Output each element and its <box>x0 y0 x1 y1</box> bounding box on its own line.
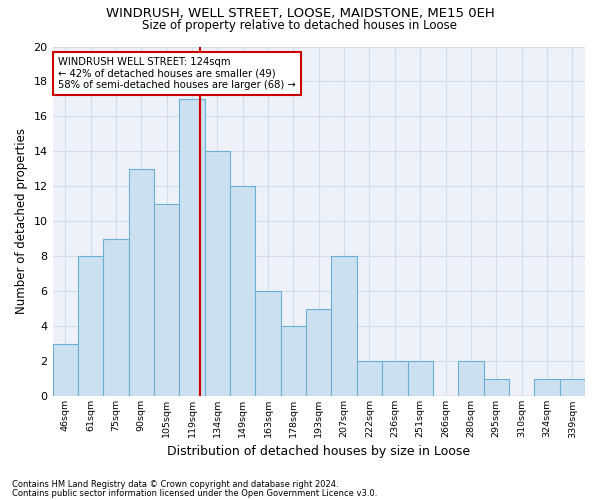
Text: Contains HM Land Registry data © Crown copyright and database right 2024.: Contains HM Land Registry data © Crown c… <box>12 480 338 489</box>
Bar <box>560 379 585 396</box>
Y-axis label: Number of detached properties: Number of detached properties <box>15 128 28 314</box>
Bar <box>484 379 509 396</box>
Bar <box>154 204 179 396</box>
X-axis label: Distribution of detached houses by size in Loose: Distribution of detached houses by size … <box>167 444 470 458</box>
Bar <box>382 362 407 396</box>
Bar <box>230 186 256 396</box>
Bar <box>281 326 306 396</box>
Bar <box>331 256 357 396</box>
Bar <box>53 344 78 397</box>
Bar <box>205 152 230 396</box>
Bar <box>407 362 433 396</box>
Bar <box>256 292 281 397</box>
Text: Size of property relative to detached houses in Loose: Size of property relative to detached ho… <box>143 19 458 32</box>
Bar <box>179 99 205 396</box>
Text: Contains public sector information licensed under the Open Government Licence v3: Contains public sector information licen… <box>12 488 377 498</box>
Bar <box>78 256 103 396</box>
Bar <box>103 239 128 396</box>
Bar <box>128 169 154 396</box>
Bar <box>357 362 382 396</box>
Text: WINDRUSH WELL STREET: 124sqm
← 42% of detached houses are smaller (49)
58% of se: WINDRUSH WELL STREET: 124sqm ← 42% of de… <box>58 57 296 90</box>
Text: WINDRUSH, WELL STREET, LOOSE, MAIDSTONE, ME15 0EH: WINDRUSH, WELL STREET, LOOSE, MAIDSTONE,… <box>106 8 494 20</box>
Bar <box>458 362 484 396</box>
Bar <box>534 379 560 396</box>
Bar <box>306 309 331 396</box>
